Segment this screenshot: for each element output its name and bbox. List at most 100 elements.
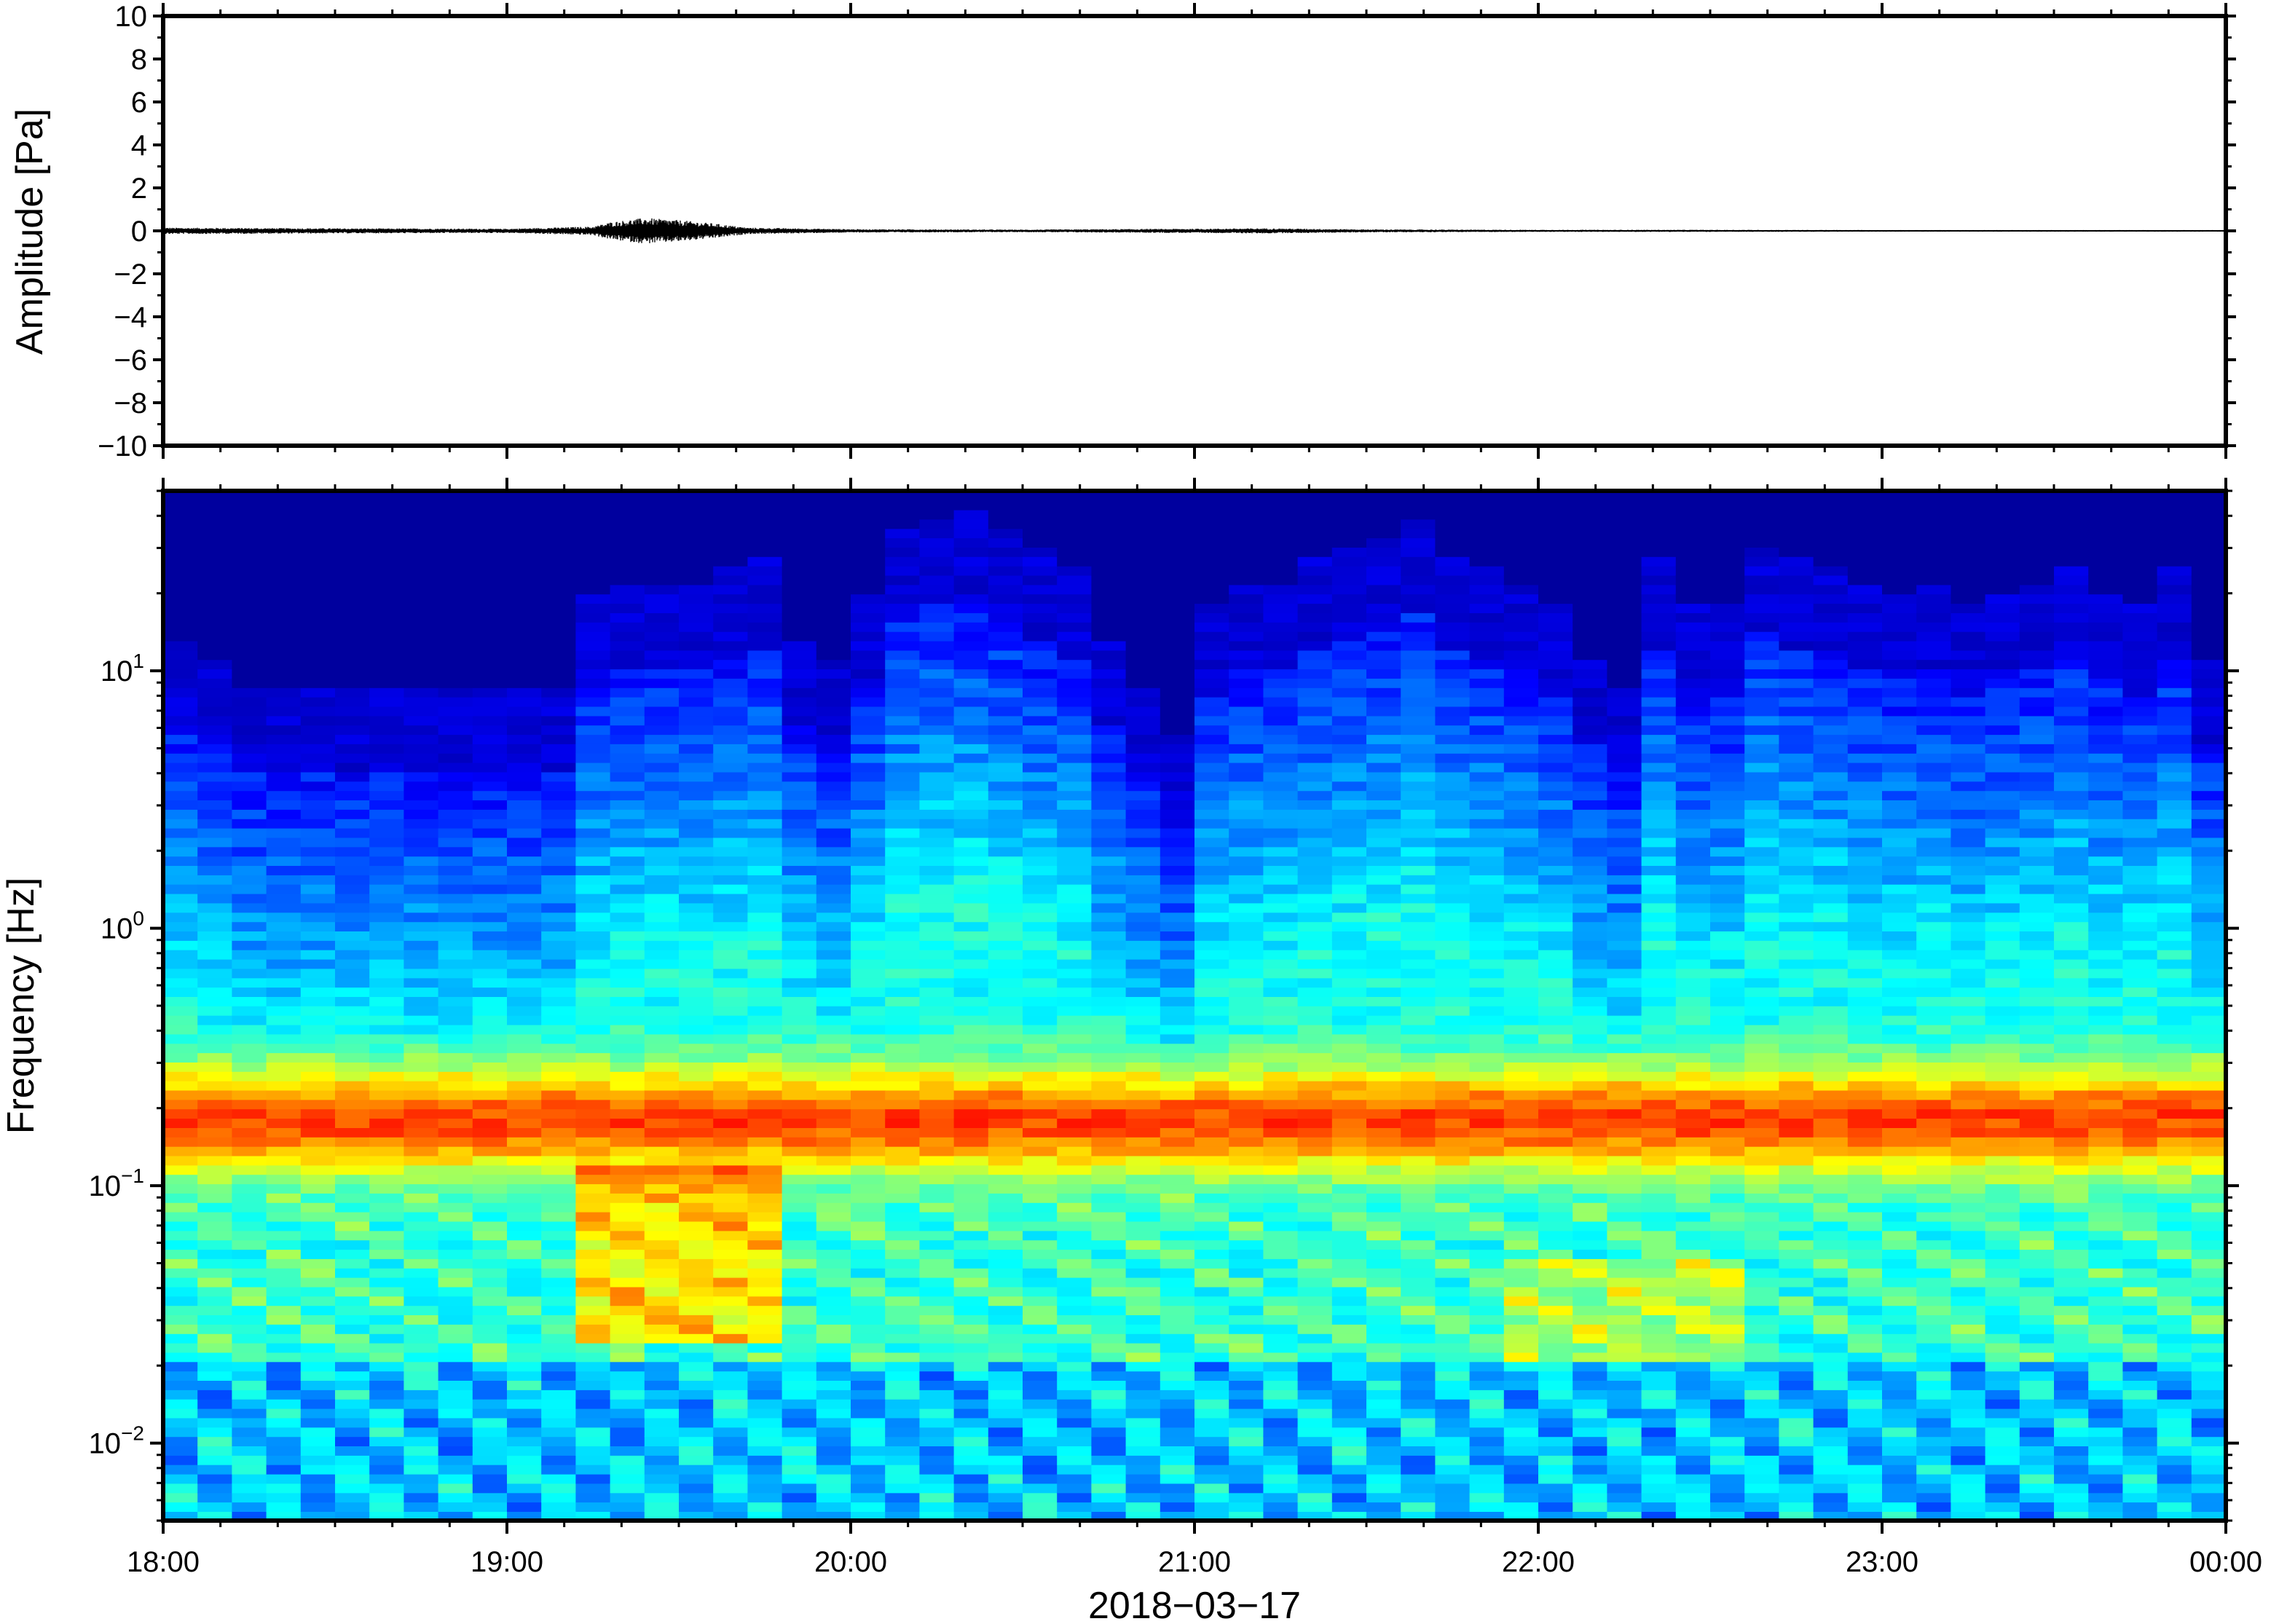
spectrogram-cell — [713, 1380, 749, 1390]
spectrogram-cell — [610, 809, 645, 819]
spectrogram-cell — [232, 1099, 267, 1110]
spectrogram-cell — [988, 1118, 1023, 1128]
spectrogram-cell — [1263, 1127, 1299, 1138]
spectrogram-cell — [1125, 875, 1161, 885]
spectrogram-cell — [1469, 659, 1505, 670]
spectrogram-cell — [1125, 883, 1161, 894]
spectrogram-cell — [438, 762, 473, 773]
spectrogram-cell — [782, 1006, 817, 1016]
spectrogram-cell — [919, 1436, 955, 1446]
spectrogram-cell — [507, 958, 542, 969]
spectrogram-cell — [747, 1296, 783, 1306]
spectrogram-cell — [747, 1277, 783, 1288]
spectrogram-cell — [1057, 1052, 1093, 1063]
spectrogram-cell — [472, 818, 508, 829]
spectrogram-cell — [679, 528, 714, 539]
spectrogram-cell — [575, 1239, 611, 1250]
spectrogram-cell — [1538, 744, 1573, 754]
spectrogram-cell — [1503, 846, 1539, 857]
spectrogram-cell — [438, 1296, 473, 1306]
spectrogram-cell — [1607, 1211, 1642, 1222]
spectrogram-cell — [1607, 622, 1642, 632]
spectrogram-cell — [1331, 491, 1367, 501]
spectrogram-cell — [919, 706, 955, 717]
spectrogram-cell — [1503, 678, 1539, 688]
spectrogram-cell — [816, 893, 851, 904]
spectrogram-cell — [782, 1436, 817, 1446]
spectrogram-cell — [232, 528, 267, 539]
spectrogram-cell — [1091, 547, 1127, 557]
spectrogram-cell — [988, 715, 1023, 726]
spectrogram-cell — [1573, 612, 1608, 623]
spectrogram-cell — [851, 547, 886, 557]
spectrogram-cell — [404, 771, 439, 782]
spectrogram-cell — [541, 706, 577, 717]
spectrogram-cell — [163, 622, 198, 632]
spectrogram-cell — [644, 1277, 680, 1288]
spectrogram-cell — [988, 818, 1023, 829]
spectrogram-cell — [644, 1221, 680, 1231]
spectrogram-cell — [266, 1417, 302, 1428]
spectrogram-cell — [747, 752, 783, 763]
spectrogram-cell — [1194, 1267, 1229, 1278]
spectrogram-cell — [1023, 1080, 1058, 1091]
spectrogram-cell — [1194, 1193, 1229, 1203]
spectrogram-cell — [1263, 827, 1299, 838]
spectrogram-cell — [953, 883, 989, 894]
spectrogram-cell — [851, 1183, 886, 1194]
spectrogram-cell — [369, 612, 405, 623]
spectrogram-cell — [1401, 875, 1436, 885]
spectrogram-cell — [300, 1211, 336, 1222]
spectrogram-cell — [1125, 1352, 1161, 1363]
spectrogram-cell — [1160, 931, 1195, 941]
spectrogram-cell — [747, 846, 783, 857]
spectrogram-cell — [1125, 1371, 1161, 1381]
spectrogram-cell — [988, 491, 1023, 501]
spectrogram-cell — [1125, 575, 1161, 586]
spectrogram-cell — [335, 1352, 370, 1363]
spectrogram-cell — [1469, 790, 1505, 800]
spectrogram-cell — [163, 1089, 198, 1100]
spectrogram-cell — [266, 650, 302, 661]
spectrogram-cell — [232, 1230, 267, 1241]
spectrogram-cell — [851, 1230, 886, 1241]
spectrogram-cell — [197, 1267, 233, 1278]
spectrogram-cell — [1538, 1286, 1573, 1297]
spectrogram-cell — [644, 744, 680, 754]
spectrogram-cell — [713, 931, 749, 941]
spectrogram-cell — [1366, 790, 1401, 800]
spectrogram-cell — [1194, 1127, 1229, 1138]
spectrogram-cell — [1091, 883, 1127, 894]
spectrogram-cell — [575, 1436, 611, 1446]
spectrogram-cell — [953, 687, 989, 698]
spectrogram-cell — [1023, 584, 1058, 595]
spectrogram-cell — [266, 752, 302, 763]
spectrogram-cell — [335, 1277, 370, 1288]
spectrogram-cell — [507, 725, 542, 736]
spectrogram-cell — [1469, 1221, 1505, 1231]
spectrogram-cell — [1229, 1267, 1264, 1278]
spectrogram-cell — [1573, 1211, 1608, 1222]
spectrogram-cell — [851, 827, 886, 838]
spectrogram-cell — [747, 1183, 783, 1194]
spectrogram-cell — [816, 996, 851, 1006]
spectrogram-cell — [1331, 575, 1367, 586]
spectrogram-cell — [747, 678, 783, 688]
spectrogram-cell — [404, 968, 439, 979]
spectrogram-cell — [404, 790, 439, 800]
spectrogram-cell — [1023, 1099, 1058, 1110]
spectrogram-cell — [1366, 931, 1401, 941]
spectrogram-cell — [1263, 603, 1299, 613]
spectrogram-cell — [1229, 949, 1264, 960]
spectrogram-cell — [782, 762, 817, 773]
spectrogram-cell — [1160, 1239, 1195, 1250]
spectrogram-cell — [816, 1473, 851, 1484]
spectrogram-cell — [644, 1267, 680, 1278]
spectrogram-cell — [404, 678, 439, 688]
spectrogram-cell — [1297, 678, 1333, 688]
spectrogram-cell — [507, 1408, 542, 1419]
spectrogram-cell — [1229, 687, 1264, 698]
spectrogram-cell — [1538, 1062, 1573, 1072]
spectrogram-cell — [1366, 725, 1401, 736]
spectrogram-cell — [575, 1174, 611, 1185]
